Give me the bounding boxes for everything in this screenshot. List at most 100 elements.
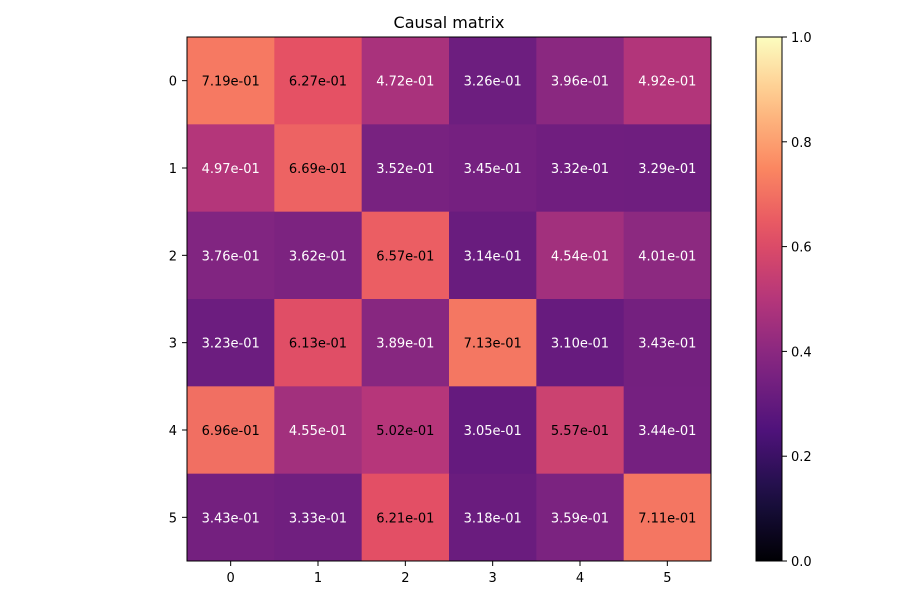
heatmap-cell-3-5 [623,299,712,387]
heatmap-cell-2-3 [449,211,537,300]
heatmap-cell-4-5 [623,386,712,475]
heatmap-cell-1-0 [187,124,275,213]
heatmap-cell-0-2 [361,37,450,125]
colorbar-tick-label-0: 0.0 [791,555,812,570]
cell-label-2-5: 4.01e-01 [638,249,696,264]
y-tick-label-1: 1 [169,162,177,177]
colorbar-frame [755,36,783,562]
colorbar: 0.0 0.2 0.4 0.6 0.8 1.0 [755,31,812,570]
heatmap-cell-2-4 [536,211,625,300]
cell-label-2-3: 3.14e-01 [464,249,522,264]
cell-label-0-4: 3.96e-01 [551,75,609,90]
heatmap-cell-1-1 [274,124,363,213]
heatmap-cell-1-3 [449,124,537,213]
cell-label-5-2: 6.21e-01 [376,511,434,526]
colorbar-tick-label-4: 0.8 [791,136,812,151]
x-tick-label-2: 2 [401,571,409,586]
cell-label-3-4: 3.10e-01 [551,337,609,352]
heatmap-cell-5-0 [187,473,275,562]
heatmap-cell-5-2 [361,473,450,562]
heatmap-cell-4-1 [274,386,363,475]
cell-label-4-5: 3.44e-01 [638,424,696,439]
cell-label-1-3: 3.45e-01 [464,162,522,177]
cell-label-5-1: 3.33e-01 [289,511,347,526]
cell-label-0-2: 4.72e-01 [376,75,434,90]
heatmap-cell-5-3 [449,473,537,562]
chart-title: Causal matrix [394,13,505,32]
heatmap-cell-4-2 [361,386,450,475]
heatmap-cell-2-1 [274,211,363,300]
heatmap-cell-0-1 [274,37,363,125]
heatmap-cell-1-2 [361,124,450,213]
heatmap-cell-4-4 [536,386,625,475]
heatmap-cell-3-3 [449,299,537,387]
cell-label-1-4: 3.32e-01 [551,162,609,177]
heatmap-cell-2-0 [187,211,275,300]
plot-frame [186,36,712,562]
cell-label-5-0: 3.43e-01 [202,511,260,526]
cell-label-5-3: 3.18e-01 [464,511,522,526]
heatmap-cell-4-3 [449,386,537,475]
x-tick-label-1: 1 [314,571,322,586]
y-tick-label-2: 2 [169,249,177,264]
heatmap-cell-0-5 [623,37,712,125]
cell-label-0-5: 4.92e-01 [638,75,696,90]
heatmap-cell-0-0 [187,37,275,125]
colorbar-tick-label-5: 1.0 [791,31,812,46]
y-axis: 0 1 2 3 4 5 [169,75,187,526]
colorbar-tick-label-3: 0.6 [791,241,812,256]
cell-label-2-2: 6.57e-01 [376,249,434,264]
x-tick-label-3: 3 [489,571,497,586]
heatmap-cell-4-0 [187,386,275,475]
heatmap-cell-3-2 [361,299,450,387]
heatmap-cell-0-4 [536,37,625,125]
colorbar-tick-label-1: 0.2 [791,450,812,465]
cell-label-3-2: 3.89e-01 [376,337,434,352]
cell-label-0-1: 6.27e-01 [289,75,347,90]
heatmap-cell-1-4 [536,124,625,213]
cell-label-0-0: 7.19e-01 [202,75,260,90]
cell-label-1-5: 3.29e-01 [638,162,696,177]
colorbar-gradient [756,37,782,561]
heatmap-cell-1-5 [623,124,712,213]
x-tick-label-0: 0 [227,571,235,586]
x-tick-label-4: 4 [576,571,584,586]
cell-label-4-1: 4.55e-01 [289,424,347,439]
x-axis: 0 1 2 3 4 5 [227,561,671,586]
cell-label-2-1: 3.62e-01 [289,249,347,264]
cell-label-5-5: 7.11e-01 [638,511,696,526]
cell-label-3-0: 3.23e-01 [202,337,260,352]
y-tick-label-3: 3 [169,337,177,352]
cell-label-4-4: 5.57e-01 [551,424,609,439]
y-tick-label-5: 5 [169,511,177,526]
heatmap-cell-2-2 [361,211,450,300]
heatmap-cell-3-1 [274,299,363,387]
y-tick-label-4: 4 [169,424,177,439]
heatmap-cell-2-5 [623,211,712,300]
heatmap-cell-labels: 7.19e-01 6.27e-01 4.72e-01 3.26e-01 3.96e-01… [202,75,697,527]
cell-label-3-3: 7.13e-01 [464,337,522,352]
cell-label-2-0: 3.76e-01 [202,249,260,264]
heatmap-cells [187,37,712,562]
x-tick-label-5: 5 [663,571,671,586]
cell-label-1-0: 4.97e-01 [202,162,260,177]
cell-label-4-2: 5.02e-01 [376,424,434,439]
cell-label-0-3: 3.26e-01 [464,75,522,90]
y-tick-label-0: 0 [169,75,177,90]
heatmap-cell-0-3 [449,37,537,125]
cell-label-1-1: 6.69e-01 [289,162,347,177]
heatmap-cell-3-4 [536,299,625,387]
heatmap-cell-5-5 [623,473,712,562]
heatmap-cell-5-1 [274,473,363,562]
cell-label-2-4: 4.54e-01 [551,249,609,264]
cell-label-4-3: 3.05e-01 [464,424,522,439]
cell-label-4-0: 6.96e-01 [202,424,260,439]
heatmap-cell-5-4 [536,473,625,562]
cell-label-1-2: 3.52e-01 [376,162,434,177]
colorbar-tick-label-2: 0.4 [791,345,812,360]
heatmap-cell-3-0 [187,299,275,387]
cell-label-3-5: 3.43e-01 [638,337,696,352]
cell-label-5-4: 3.59e-01 [551,511,609,526]
